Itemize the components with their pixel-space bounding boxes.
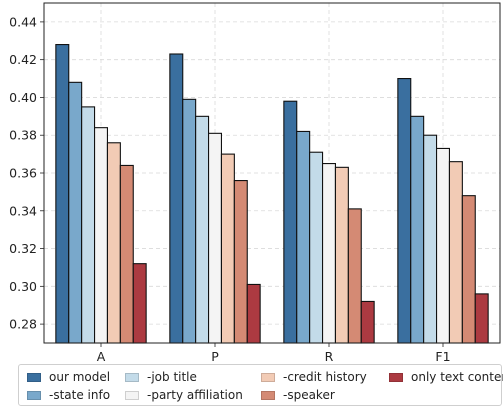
legend-label: -speaker — [283, 388, 335, 402]
plot-frame — [43, 2, 501, 344]
x-tick-label: R — [325, 349, 334, 364]
y-tick-label: 0.44 — [9, 14, 37, 29]
y-tick-label: 0.34 — [9, 203, 37, 218]
y-tick-label: 0.40 — [9, 90, 37, 105]
legend: our model -state info -job title -party aff… — [18, 364, 503, 406]
bar-our-model-a — [55, 44, 70, 344]
legend-swatch — [261, 372, 275, 382]
bar-party-affiliation-p — [208, 132, 223, 344]
bar-chart: 0.28 0.30 0.32 0.34 0.36 0.38 0.40 0.42 0.44 A P R F… — [9, 2, 501, 364]
legend-label: -credit history — [283, 370, 367, 384]
legend-swatch — [27, 390, 41, 400]
legend-label: -job title — [147, 370, 197, 384]
legend-item: only text content — [389, 368, 503, 386]
bar-state-info-a — [68, 81, 83, 344]
bar-speaker-p — [233, 180, 248, 344]
bar-job-title-r — [309, 151, 324, 344]
legend-swatch — [261, 390, 275, 400]
legend-item: -party affiliation — [125, 386, 243, 404]
bar-only-text-content-r — [360, 300, 375, 344]
bar-speaker-r — [347, 208, 362, 344]
y-tick-label: 0.30 — [9, 279, 37, 294]
bar-party-affiliation-a — [94, 127, 109, 344]
legend-swatch — [125, 390, 139, 400]
legend-item: -speaker — [261, 386, 335, 404]
bar-credit-history-r — [334, 166, 349, 344]
x-tick-label: A — [97, 349, 106, 364]
y-tick-label: 0.36 — [9, 166, 37, 181]
legend-label: -party affiliation — [147, 388, 243, 402]
axes: 0.28 0.30 0.32 0.34 0.36 0.38 0.40 0.42 0.44 A P R F… — [9, 2, 501, 364]
bar-our-model-p — [169, 53, 184, 344]
bar-our-model-r — [283, 100, 298, 344]
bar-our-model-f1 — [397, 78, 412, 344]
bar-party-affiliation-f1 — [435, 147, 450, 344]
legend-item: -state info — [27, 386, 110, 404]
legend-label: -state info — [49, 388, 111, 402]
legend-swatch — [27, 372, 41, 382]
bar-speaker-a — [119, 164, 134, 344]
x-tick-label: P — [211, 349, 219, 364]
bar-only-text-content-p — [246, 283, 261, 344]
legend-label: our model — [49, 370, 111, 384]
y-tick-label: 0.38 — [9, 128, 37, 143]
bar-job-title-a — [81, 106, 96, 344]
bar-only-text-content-a — [132, 263, 147, 344]
legend-swatch — [125, 372, 139, 382]
legend-item: -job title — [125, 368, 197, 386]
bar-job-title-p — [195, 115, 210, 344]
bar-state-info-r — [296, 130, 311, 344]
bars — [55, 44, 489, 344]
legend-label: only text content — [411, 370, 503, 384]
y-tick-label: 0.32 — [9, 241, 37, 256]
bar-credit-history-p — [220, 153, 235, 344]
bar-state-info-p — [182, 98, 197, 344]
legend-item: our model — [27, 368, 110, 386]
bar-state-info-f1 — [410, 115, 425, 344]
legend-item: -credit history — [261, 368, 367, 386]
bar-credit-history-a — [106, 142, 121, 344]
bar-party-affiliation-r — [321, 163, 336, 344]
y-tick-label: 0.28 — [9, 317, 37, 332]
bar-only-text-content-f1 — [474, 293, 489, 344]
bar-credit-history-f1 — [448, 161, 463, 344]
x-tick-label: F1 — [435, 349, 450, 364]
bar-speaker-f1 — [461, 195, 476, 344]
legend-swatch — [389, 372, 403, 382]
y-tick-label: 0.42 — [9, 52, 37, 67]
bar-job-title-f1 — [423, 134, 438, 344]
